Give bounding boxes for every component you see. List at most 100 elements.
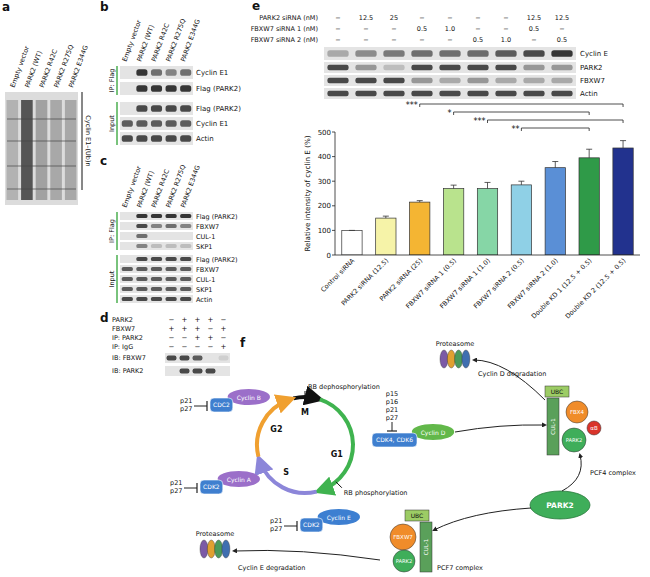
annotation: Cyclin E degradation bbox=[238, 564, 305, 572]
axis-label: Relative intensity of cyclin E (%) bbox=[303, 135, 312, 251]
proteasome bbox=[462, 350, 470, 368]
complex-label: PCF7 complex bbox=[437, 564, 483, 572]
band bbox=[7, 165, 76, 167]
tick-label: 500 bbox=[318, 129, 331, 137]
tick bbox=[332, 156, 335, 157]
phase-label: G2 bbox=[270, 425, 282, 434]
cdk-label: CDK2 bbox=[303, 521, 320, 528]
category-label: Double KD 2 (12.5 + 0.5) bbox=[564, 257, 628, 321]
band bbox=[495, 65, 516, 71]
phase-label: M bbox=[301, 408, 309, 417]
blot-row bbox=[120, 102, 193, 115]
condition-mark: − bbox=[208, 325, 214, 333]
band bbox=[151, 214, 162, 218]
row-label: Actin bbox=[196, 135, 214, 143]
band bbox=[355, 65, 376, 71]
error-bar bbox=[552, 162, 558, 168]
condition-mark: + bbox=[169, 325, 175, 333]
blot-row bbox=[324, 75, 576, 86]
cyclin bbox=[318, 509, 360, 525]
blot-row bbox=[120, 265, 193, 273]
band bbox=[355, 78, 376, 84]
band bbox=[136, 85, 147, 92]
tick bbox=[332, 230, 335, 231]
row-label: Flag (PARK2) bbox=[196, 105, 241, 113]
band bbox=[136, 120, 147, 127]
error-stem bbox=[521, 181, 522, 185]
bar bbox=[477, 189, 497, 255]
inhibitor: p21 bbox=[170, 479, 182, 487]
band bbox=[166, 297, 177, 301]
band bbox=[151, 69, 162, 76]
error-cap bbox=[383, 216, 389, 217]
band bbox=[166, 135, 177, 142]
tick bbox=[332, 255, 335, 256]
band bbox=[180, 135, 191, 142]
condition-mark: − bbox=[475, 14, 480, 22]
band bbox=[355, 91, 376, 97]
error-cap bbox=[485, 182, 491, 183]
row-label: Actin bbox=[196, 296, 212, 304]
inhibition bbox=[196, 483, 197, 493]
group-bracket bbox=[116, 66, 118, 95]
band bbox=[439, 91, 460, 97]
condition-mark: − bbox=[208, 343, 214, 351]
band bbox=[180, 85, 191, 92]
band bbox=[136, 257, 147, 261]
inhibition bbox=[296, 521, 297, 531]
condition-mark: − bbox=[503, 25, 508, 33]
condition-mark: 12.5 bbox=[359, 14, 373, 22]
band bbox=[180, 224, 191, 228]
lane-label: PARK2 E344G bbox=[179, 164, 202, 209]
condition-mark: 1.0 bbox=[445, 25, 455, 33]
error-cap bbox=[586, 149, 592, 150]
band bbox=[136, 69, 147, 76]
inhibition bbox=[387, 430, 397, 431]
band bbox=[523, 91, 544, 97]
category-label: Control siRNA bbox=[319, 256, 357, 294]
tick-label: 400 bbox=[318, 153, 331, 161]
group-label: IP: Flag bbox=[108, 219, 116, 243]
blot-row bbox=[120, 66, 193, 79]
blot-row bbox=[120, 132, 193, 145]
row-label: Cyclin E bbox=[580, 50, 608, 58]
blot-row bbox=[120, 295, 193, 303]
row-label: Flag (PARK2) bbox=[196, 256, 238, 264]
significance-bracket bbox=[521, 128, 589, 131]
row-label: FBXW7 bbox=[196, 266, 219, 274]
band bbox=[467, 78, 488, 84]
panel-letter: d bbox=[100, 311, 109, 325]
band bbox=[151, 120, 162, 127]
condition-label: IP: PARK2 bbox=[112, 334, 143, 342]
tick-label: 0 bbox=[327, 252, 331, 260]
condition-mark: 0.5 bbox=[417, 25, 427, 33]
cdk bbox=[300, 518, 323, 532]
band bbox=[551, 78, 572, 84]
band bbox=[166, 277, 177, 281]
condition-mark: − bbox=[475, 25, 480, 33]
blot-row bbox=[324, 47, 576, 60]
blot-row bbox=[120, 275, 193, 283]
row-label: IB: PARK2 bbox=[112, 367, 144, 375]
band bbox=[136, 277, 147, 281]
condition-mark: − bbox=[391, 25, 396, 33]
arrow bbox=[562, 455, 581, 491]
condition-mark: + bbox=[195, 325, 201, 333]
condition-mark: − bbox=[335, 25, 340, 33]
blot-row bbox=[120, 212, 193, 220]
condition-mark: + bbox=[221, 343, 227, 351]
band bbox=[151, 287, 162, 291]
error-bar bbox=[349, 230, 355, 231]
row-label: Flag (PARK2) bbox=[196, 85, 241, 93]
band bbox=[136, 297, 147, 301]
part-label: UBC bbox=[411, 512, 424, 519]
tick-label: 100 bbox=[318, 227, 331, 235]
group-label: Input bbox=[108, 115, 116, 132]
band bbox=[151, 224, 162, 228]
figure: aEmpty vectorPARK2 (WT)PARK2 R42CPARK2 R… bbox=[0, 0, 650, 577]
row-label: IB: FBXW7 bbox=[112, 354, 146, 362]
inhibitor: p15 bbox=[386, 390, 398, 398]
arrow bbox=[434, 508, 531, 530]
band bbox=[180, 120, 191, 127]
significance-label: *** bbox=[474, 117, 486, 126]
